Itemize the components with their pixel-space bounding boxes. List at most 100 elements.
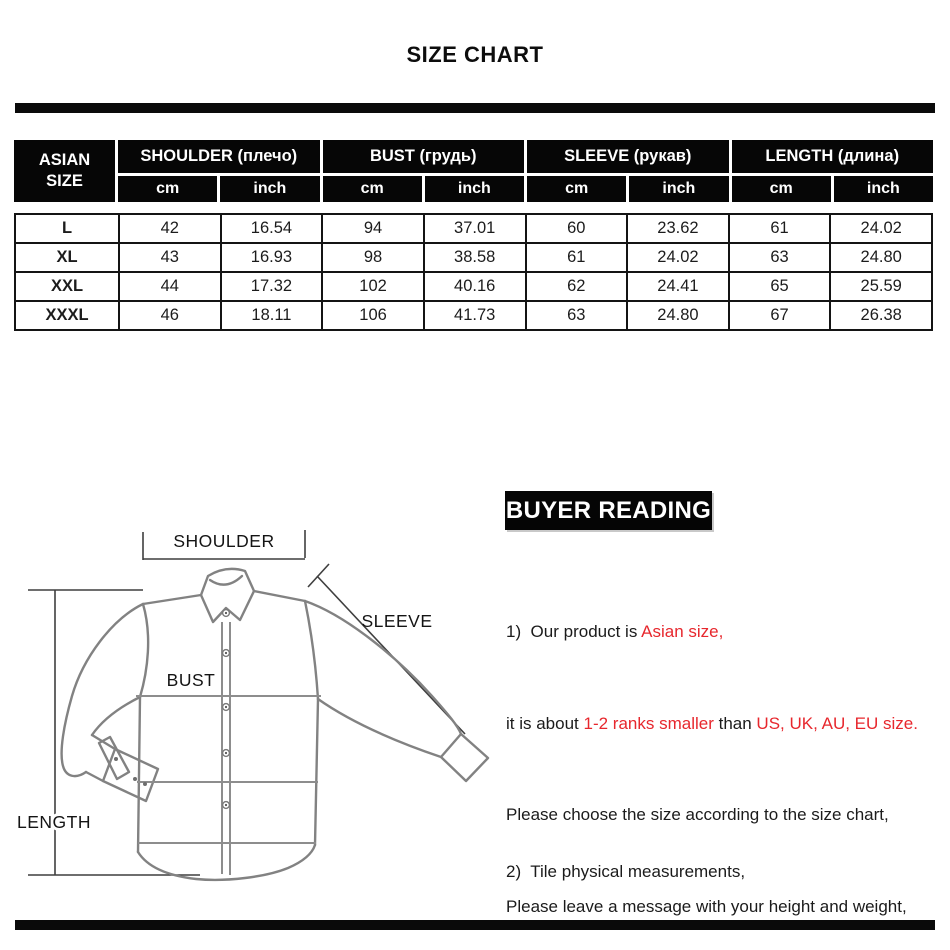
- note-text-red: US, UK, AU, EU size.: [756, 713, 918, 733]
- table-row-l: L 42 16.54 94 37.01 60 23.62 61 24.02: [14, 213, 933, 244]
- note-line: it is about 1-2 ranks smaller than US, U…: [506, 709, 946, 740]
- value-cell: 106: [321, 300, 425, 331]
- value-cell: 41.73: [422, 300, 527, 331]
- size-label: XXL: [14, 271, 120, 302]
- table-row-xl: XL 43 16.93 98 38.58 61 24.02 63 24.80: [14, 242, 933, 273]
- sleeve-group-header: SLEEVE (рукав): [527, 140, 729, 173]
- unit-header-inch: inch: [424, 176, 524, 202]
- value-cell: 43: [118, 242, 222, 273]
- left-sleeve-inner: [90, 695, 142, 737]
- bottom-divider-bar: [15, 920, 935, 930]
- top-divider-bar: [15, 103, 935, 113]
- value-cell: 60: [524, 213, 629, 244]
- note-text: it is about: [506, 713, 584, 733]
- left-armhole: [138, 602, 150, 699]
- value-cell: 46: [118, 300, 222, 331]
- value-cell: 24.02: [829, 213, 933, 244]
- value-cell: 37.01: [422, 213, 527, 244]
- note-text: than: [713, 713, 757, 733]
- value-cell: 25.59: [829, 271, 933, 302]
- value-cell: 24.80: [829, 242, 933, 273]
- unit-header-inch: inch: [220, 176, 320, 202]
- unit-header-cm: cm: [118, 176, 218, 202]
- buyer-reading-heading: BUYER READING: [505, 491, 712, 530]
- value-cell: 61: [524, 242, 629, 273]
- cuff-button-icon: [114, 757, 118, 761]
- unit-header-inch: inch: [833, 176, 933, 202]
- buyer-note-1: 1) Our product is Asian size, it is abou…: [506, 556, 946, 950]
- value-cell: 67: [727, 300, 832, 331]
- collar-top: [199, 567, 256, 597]
- right-sleeve-top: [303, 599, 463, 736]
- unit-header-cm: cm: [527, 176, 627, 202]
- size-table-body: L 42 16.54 94 37.01 60 23.62 61 24.02 XL…: [14, 213, 933, 331]
- value-cell: 16.93: [219, 242, 324, 273]
- left-forearm-bottom: [84, 770, 105, 783]
- bust-group-header: BUST (грудь): [322, 140, 524, 173]
- value-cell: 94: [321, 213, 425, 244]
- button-dot-icon: [224, 803, 228, 807]
- length-group-header: LENGTH (длина): [731, 140, 933, 173]
- size-label: XL: [14, 242, 120, 273]
- sleeve-label: SLEEVE: [361, 611, 432, 631]
- value-cell: 24.02: [626, 242, 730, 273]
- hem-curve: [136, 843, 317, 882]
- value-cell: 65: [727, 271, 832, 302]
- button-row: [114, 608, 231, 810]
- value-cell: 98: [321, 242, 425, 273]
- asian-size-header-cell: ASIAN SIZE: [14, 140, 115, 202]
- buyer-note-2: 2) Tile physical measurements, 1-2 cm er…: [506, 796, 946, 950]
- body-left-edge: [136, 695, 142, 854]
- button-dot-icon: [224, 611, 228, 615]
- value-cell: 62: [524, 271, 629, 302]
- left-forearm-top: [90, 733, 117, 751]
- unit-header-inch: inch: [629, 176, 729, 202]
- value-cell: 24.41: [626, 271, 730, 302]
- collar-inner-line: [208, 574, 244, 586]
- collar-points: [199, 589, 256, 624]
- right-cuff: [439, 732, 490, 783]
- value-cell: 40.16: [422, 271, 527, 302]
- value-cell: 42: [118, 213, 222, 244]
- value-cell: 44: [118, 271, 222, 302]
- button-dot-icon: [224, 751, 228, 755]
- size-table-header: ASIAN SIZE SHOULDER (плечо) BUST (грудь)…: [14, 140, 933, 202]
- value-cell: 61: [727, 213, 832, 244]
- cuff-button-icon: [143, 782, 147, 786]
- note-text-red: Asian size,: [641, 622, 724, 641]
- value-cell: 17.32: [219, 271, 324, 302]
- table-row-xxl: XXL 44 17.32 102 40.16 62 24.41 65 25.59: [14, 271, 933, 302]
- shoulder-group-header: SHOULDER (плечо): [118, 140, 320, 173]
- cuff-button-icon: [133, 777, 137, 781]
- value-cell: 23.62: [626, 213, 730, 244]
- unit-header-cm: cm: [322, 176, 422, 202]
- length-label: LENGTH: [17, 812, 91, 832]
- shoulder-label: SHOULDER: [173, 531, 274, 551]
- note-text: 1) Our product is: [506, 622, 642, 641]
- unit-header-cm: cm: [731, 176, 831, 202]
- value-cell: 18.11: [219, 300, 324, 331]
- value-cell: 26.38: [829, 300, 933, 331]
- left-sleeve-outer: [60, 602, 145, 778]
- value-cell: 24.80: [626, 300, 730, 331]
- value-cell: 38.58: [422, 242, 527, 273]
- right-sleeve-bottom: [316, 697, 443, 759]
- value-cell: 16.54: [219, 213, 324, 244]
- left-shoulder-seam: [141, 593, 203, 606]
- bust-label: BUST: [167, 670, 216, 690]
- button-dot-icon: [224, 651, 228, 655]
- measurement-lines: [28, 530, 466, 876]
- value-cell: 63: [524, 300, 629, 331]
- note-line: 1) Our product is Asian size,: [506, 617, 946, 648]
- table-row-xxxl: XXXL 46 18.11 106 41.73 63 24.80 67 26.3…: [14, 300, 933, 331]
- note-line: Please choose the size according to the …: [506, 805, 889, 824]
- asian-size-line1: ASIAN: [38, 151, 91, 169]
- right-shoulder-seam: [252, 589, 307, 603]
- button-dot-icon: [224, 705, 228, 709]
- value-cell: 63: [727, 242, 832, 273]
- shirt-measurement-diagram: SHOULDER SLEEVE BUST LENGTH: [14, 530, 490, 882]
- note-line: Please leave a message with your height …: [506, 896, 907, 916]
- note-line: 2) Tile physical measurements,: [506, 862, 746, 881]
- page-title: SIZE CHART: [406, 42, 544, 67]
